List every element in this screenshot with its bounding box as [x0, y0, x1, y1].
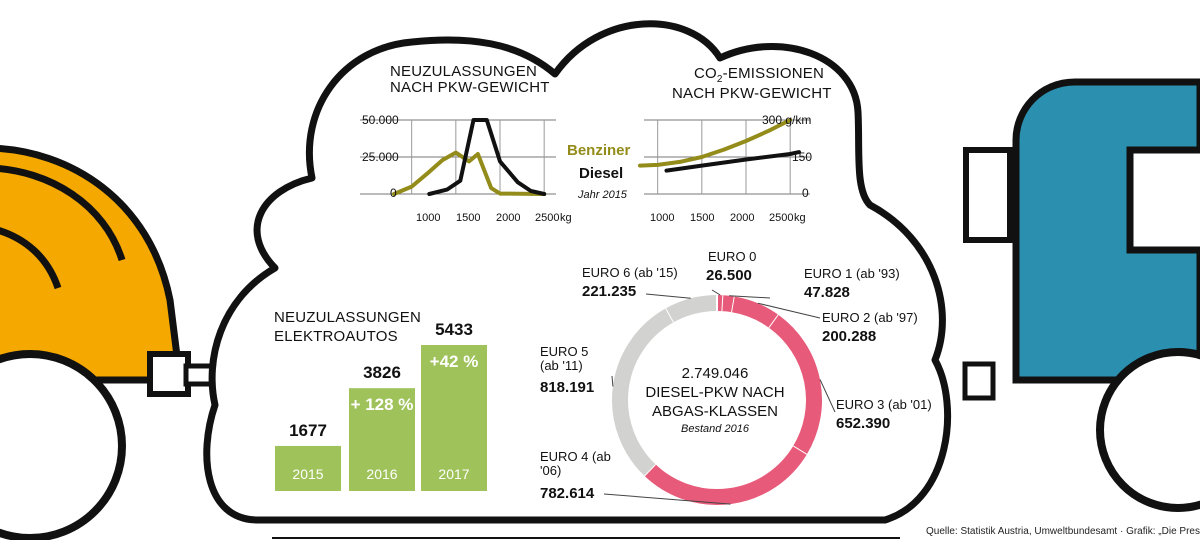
weight-y-tick: 50.000: [362, 113, 399, 127]
weight-y-tick: 25.000: [362, 150, 399, 164]
slice-label-value: 221.235: [582, 283, 637, 300]
co2-x-tick: 2500: [769, 212, 794, 224]
weight-x-tick: 2000: [496, 212, 521, 224]
slice-label-value: 652.390: [836, 415, 891, 432]
donut-leader-2: [757, 302, 821, 319]
slice-label-name: EURO 1 (ab '93): [804, 266, 900, 281]
donut-slice-3: [769, 315, 822, 455]
truck-illustration: [962, 78, 1200, 512]
car-illustration: [0, 145, 215, 540]
ev-bar-2016: [349, 388, 415, 491]
co2-y-tick: 300 g/km: [762, 113, 812, 127]
donut-leader-5: [611, 375, 614, 387]
co2-series-benziner: [638, 118, 793, 168]
donut-center-line1: DIESEL-PKW NACH: [645, 384, 785, 401]
donut-center-line2: ABGAS-KLASSEN: [652, 403, 778, 420]
donut-leader-lines: [603, 289, 836, 505]
weight-x-unit: kg: [560, 212, 572, 224]
legend-diesel: Diesel: [579, 165, 624, 182]
slice-label-value: 47.828: [804, 284, 850, 301]
donut-leader-6: [645, 293, 691, 299]
donut-slice-5: [612, 308, 675, 476]
co2-x-tick: 1500: [690, 212, 715, 224]
slice-label-name: EURO 0: [708, 249, 757, 264]
ev-bar-2015: [275, 445, 341, 491]
slice-label-name: EURO 6 (ab '15): [582, 265, 678, 280]
donut-leader-3: [819, 379, 836, 413]
donut-leader-4: [603, 493, 731, 505]
weight-y-tick: 0: [390, 186, 397, 200]
co2-chart-lines: [638, 118, 801, 173]
ev-chart-title: NEUZULASSUNGEN: [274, 309, 421, 326]
ev-chart-title-line2: ELEKTROAUTOS: [274, 328, 398, 345]
weight-series-diesel: [427, 118, 547, 196]
ev-bar-chart: [275, 345, 487, 491]
ev-bar-growth: +42 %: [429, 352, 479, 371]
legend-year: Jahr 2015: [578, 189, 627, 201]
slice-label-value: 782.614: [540, 485, 595, 502]
co2-series-diesel: [664, 150, 801, 173]
weight-chart-title: NEUZULASSUNGEN NACH PKW-GEWICHT: [390, 63, 550, 96]
weight-x-tick: 1500: [456, 212, 481, 224]
ev-bar-year: 2016: [366, 466, 398, 482]
source-credit: Quelle: Statistik Austria, Umweltbundesa…: [926, 526, 1200, 537]
ev-bar-value: 1677: [289, 420, 327, 440]
ev-bar-year: 2017: [438, 466, 470, 482]
co2-chart-title: CO2-EMISSIONEN: [694, 65, 825, 85]
donut-leader-0: [711, 289, 721, 296]
slice-label-name: EURO 4 (ab '06): [540, 449, 611, 478]
co2-y-tick: 150: [792, 150, 813, 164]
donut-total: 2.749.046: [681, 365, 749, 382]
donut-slice-1: [722, 295, 735, 313]
donut-center-sub: Bestand 2016: [681, 423, 749, 435]
ev-bar-value: 3826: [363, 363, 401, 383]
donut-slice-4: [644, 446, 807, 505]
weight-series-benziner: [392, 150, 547, 196]
slice-label-name: EURO 3 (ab '01): [836, 397, 932, 412]
co2-x-unit: kg: [794, 212, 806, 224]
weight-x-tick: 2500: [535, 212, 560, 224]
slice-label-name: EURO 5 (ab '11): [540, 344, 589, 373]
slice-label-value: 26.500: [706, 267, 752, 284]
legend-benziner: Benziner: [567, 142, 631, 159]
ev-bar-year: 2015: [292, 466, 324, 482]
co2-chart-title-line2: NACH PKW-GEWICHT: [672, 85, 832, 102]
slice-label-value: 200.288: [822, 328, 877, 345]
co2-x-tick: 2000: [730, 212, 755, 224]
ev-bar-2017: [421, 345, 487, 491]
co2-x-tick: 1000: [650, 212, 675, 224]
slice-label-name: EURO 2 (ab '97): [822, 310, 918, 325]
euro-donut-chart: [612, 295, 822, 505]
co2-y-tick: 0: [802, 186, 809, 200]
weight-x-tick: 1000: [416, 212, 441, 224]
donut-slice-2: [731, 296, 779, 329]
weight-chart-lines: [392, 118, 547, 196]
ev-bar-growth: + 128 %: [350, 395, 414, 415]
ev-bar-value: 5433: [435, 320, 473, 339]
donut-slice-6: [666, 295, 718, 323]
slice-label-value: 818.191: [540, 379, 595, 396]
donut-leader-1: [729, 295, 771, 299]
